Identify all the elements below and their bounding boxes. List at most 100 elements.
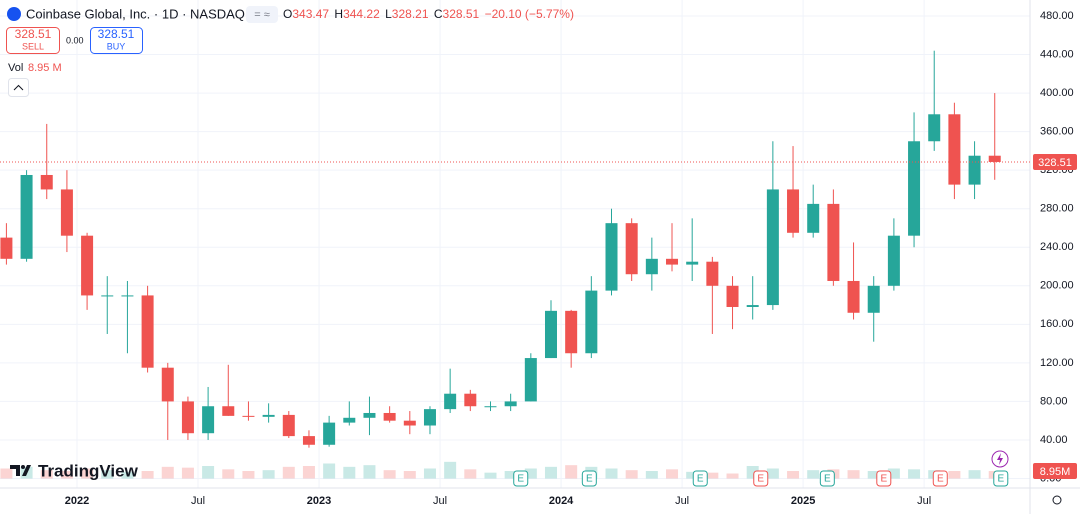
o-value: 343.47: [292, 7, 329, 21]
settings-icon[interactable]: [1052, 495, 1062, 505]
volume-bar: [524, 468, 537, 479]
l-value: 328.21: [392, 7, 429, 21]
volume-bar: [161, 466, 174, 479]
buy-button[interactable]: [90, 27, 143, 54]
earnings-marker[interactable]: [876, 470, 892, 487]
candle-body: [928, 114, 941, 142]
candle-body: [847, 280, 860, 313]
candle-body: [645, 258, 658, 275]
y-tick-label: 80.00: [1040, 395, 1068, 407]
candle-body: [202, 406, 215, 434]
volume-bar: [60, 471, 73, 479]
candle-body: [524, 358, 537, 402]
candle-body: [121, 295, 134, 297]
volume-tag-label: 8.95M: [1040, 466, 1071, 478]
volume-bar: [968, 470, 981, 479]
volume-bar: [121, 471, 134, 479]
volume-bar: [908, 469, 921, 479]
candle-body: [605, 223, 618, 291]
x-tick-label: Jul: [675, 495, 689, 507]
candle-body: [887, 235, 900, 286]
earnings-marker[interactable]: [513, 470, 529, 487]
candle-body: [343, 417, 356, 423]
earnings-label: E: [997, 474, 1004, 485]
x-tick-label: Jul: [433, 495, 447, 507]
sell-label: SELL: [22, 41, 44, 51]
spread: 0.00: [66, 35, 84, 45]
price-pane: [0, 50, 1001, 448]
volume-bar: [383, 470, 396, 479]
volume-bar: [141, 471, 154, 479]
volume-bar: [948, 471, 961, 479]
volume-tag: [1033, 463, 1077, 480]
volume-bar: [363, 465, 376, 479]
volume-bar: [625, 470, 638, 479]
earnings-marker[interactable]: [692, 470, 708, 487]
volume-bar: [666, 469, 679, 479]
candle-body: [726, 285, 739, 307]
buy-label: BUY: [107, 41, 126, 51]
candle-body: [323, 422, 336, 445]
candle-body: [948, 114, 961, 185]
volume-bar: [544, 466, 557, 479]
candle-body: [81, 235, 94, 296]
earnings-label: E: [697, 474, 704, 485]
compare-pill[interactable]: [246, 6, 278, 23]
candle-body: [262, 414, 275, 417]
brand-logo-dot: [21, 465, 25, 469]
candle-body: [302, 436, 315, 445]
earnings-marker[interactable]: [993, 470, 1009, 487]
candle-body: [908, 141, 921, 236]
earnings-marker[interactable]: [753, 470, 769, 487]
y-tick-label: 40.00: [1040, 434, 1068, 446]
y-tick-label: 440.00: [1040, 48, 1074, 60]
x-tick-label: Jul: [917, 495, 931, 507]
volume-bar: [323, 463, 336, 479]
earnings-marker[interactable]: [932, 470, 948, 487]
candle-body: [585, 290, 598, 354]
candle-body: [363, 412, 376, 418]
collapse-icon: [13, 84, 24, 91]
sell-button[interactable]: [6, 27, 60, 54]
change: −20.10 (−5.77%): [485, 7, 574, 21]
compare-icon: = ≈: [254, 9, 270, 21]
volume-bar: [101, 470, 114, 479]
candle-body: [706, 261, 719, 286]
l-label: L: [385, 7, 392, 21]
candle-body: [565, 310, 578, 354]
candle-body: [20, 174, 33, 259]
earnings-label: E: [517, 474, 524, 485]
volume-bar: [645, 471, 658, 479]
candle-body: [484, 406, 497, 408]
brand-name: TradingView: [38, 461, 139, 480]
candle-body: [181, 401, 194, 434]
volume-bar: [343, 466, 356, 479]
volume-bar: [807, 470, 820, 479]
earnings-label: E: [586, 474, 593, 485]
ohlc-legend: O343.47 H344.22 L328.21 C328.51 −20.10 (…: [283, 7, 574, 21]
candle-body: [766, 189, 779, 306]
candle-body: [242, 415, 255, 417]
last-price-tag: [1033, 153, 1077, 170]
volume-bar: [766, 468, 779, 479]
volume-bar: [504, 471, 517, 479]
x-tick-label: 2024: [549, 495, 574, 507]
earnings-label: E: [937, 474, 944, 485]
volume-bar: [565, 465, 578, 479]
candle-body: [0, 237, 13, 259]
candle-body: [666, 258, 679, 265]
volume-bar: [282, 466, 295, 479]
c-label: C: [434, 7, 443, 21]
sell-price: 328.51: [15, 27, 52, 41]
volume-bar: [302, 466, 315, 479]
earnings-marker[interactable]: [581, 470, 597, 487]
volume-pane: [0, 461, 1001, 479]
earnings-label: E: [757, 474, 764, 485]
x-tick-label: Jul: [191, 495, 205, 507]
x-tick-label: 2022: [65, 495, 89, 507]
candle-body: [161, 367, 174, 402]
candle-body: [403, 420, 416, 426]
collapse-button[interactable]: [8, 78, 29, 97]
earnings-marker[interactable]: [819, 470, 835, 487]
